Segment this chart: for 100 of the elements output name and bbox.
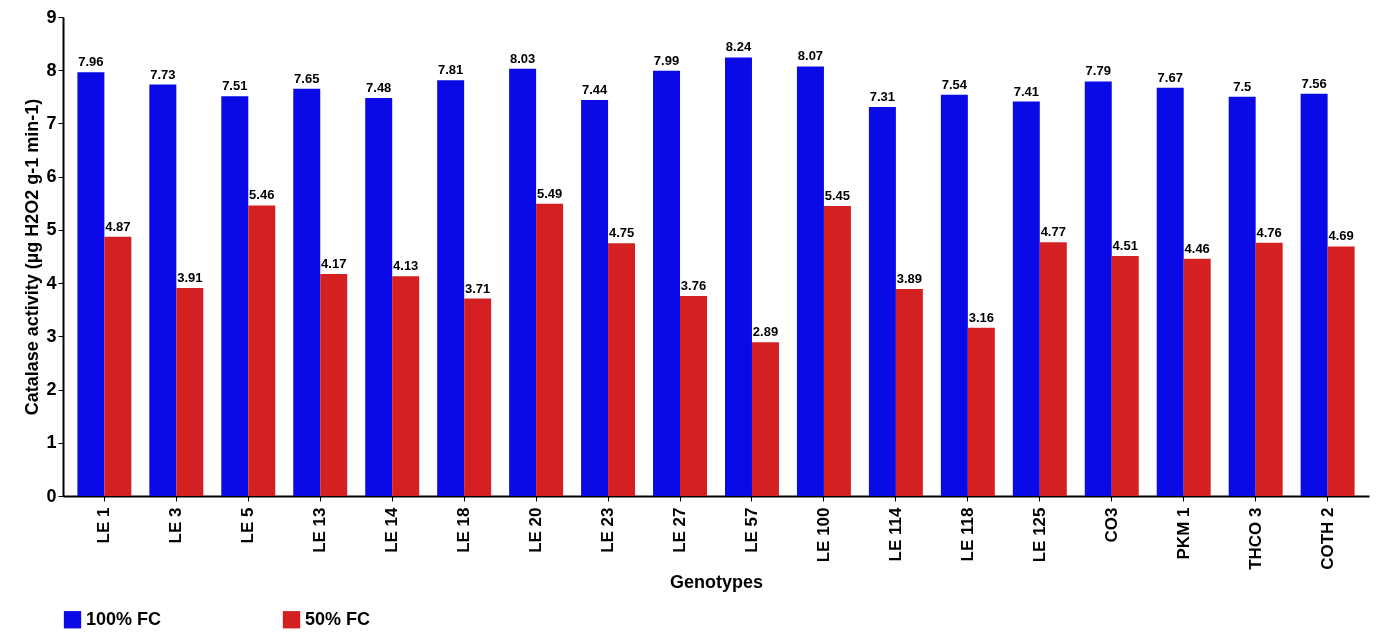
data-label: 8.24 [725,39,752,55]
data-label: 7.99 [653,52,680,68]
bar [751,342,779,496]
bar [509,68,537,496]
bar [320,274,348,496]
bar [1084,81,1112,496]
y-tick-label: 1 [46,432,57,453]
data-label: 3.89 [896,270,923,286]
data-label: 3.91 [177,269,203,285]
bar [724,57,752,496]
x-tick-label: LE 20 [526,507,546,553]
x-tick-label: LE 27 [670,507,690,553]
bar [1156,87,1184,496]
x-tick-label: LE 57 [741,507,761,553]
bar [149,84,177,496]
data-label: 4.51 [1112,237,1138,253]
bar [581,100,609,496]
bar [104,236,132,496]
x-tick-label: LE 14 [382,506,402,553]
bar [1039,242,1067,496]
data-label: 7.48 [366,79,392,95]
data-label: 4.87 [105,218,131,234]
x-tick-label: LE 100 [813,507,833,563]
data-label: 4.76 [1256,224,1282,240]
bar [868,106,896,496]
x-tick-label: LE 1 [94,507,114,544]
x-tick-label: COTH 2 [1317,507,1337,570]
x-tick-label: LE 114 [885,506,905,562]
bar [1111,255,1139,496]
data-label: 7.56 [1301,75,1327,91]
bar [392,276,420,496]
y-tick-label: 5 [46,219,57,240]
data-label: 3.71 [464,280,491,296]
data-label: 4.46 [1184,240,1210,256]
data-label: 2.89 [752,324,779,340]
y-tick-label: 8 [46,59,57,80]
data-label: 4.75 [608,225,635,241]
data-label: 8.07 [797,48,824,64]
data-label: 3.76 [680,277,707,293]
data-label: 3.16 [968,309,994,325]
bar [1300,93,1328,496]
bar [823,205,851,496]
y-tick-label: 3 [46,325,57,346]
bar [437,80,465,496]
data-label: 7.5 [1233,78,1252,94]
y-tick-label: 6 [46,166,57,187]
bar [1228,96,1256,496]
data-label: 4.17 [321,256,347,272]
bar [653,70,681,496]
x-tick-label: LE 3 [166,507,186,544]
bar [967,327,995,496]
x-tick-label: LE 5 [238,507,258,544]
bar [796,66,824,496]
bar [1183,258,1211,496]
data-label: 7.51 [222,78,248,94]
bar [176,287,204,496]
data-label: 4.13 [393,258,419,274]
data-label: 5.45 [824,187,851,203]
y-tick-label: 4 [46,272,57,293]
y-tick-label: 7 [46,112,57,133]
x-tick-label: LE 118 [957,507,977,562]
data-label: 5.46 [249,187,275,203]
bar [248,205,276,496]
bar [1255,242,1283,496]
x-axis-title: Genotypes [669,571,764,592]
bar [608,243,636,496]
data-label: 8.03 [509,50,536,66]
data-label: 7.41 [1013,83,1039,99]
data-label: 4.77 [1040,224,1066,240]
bar [365,97,393,496]
data-label: 7.44 [581,82,608,98]
data-label: 7.73 [150,66,176,82]
data-label: 7.96 [78,54,104,70]
y-tick-label: 2 [46,379,57,400]
legend-label: 100% FC [86,608,162,629]
data-label: 7.79 [1085,63,1111,79]
bar [1327,246,1355,496]
bar [293,88,321,496]
y-tick-label: 9 [46,6,57,27]
y-axis-title: Catalase activity (µg H2O2 g-1 min-1) [22,98,43,416]
x-tick-label: THCO 3 [1245,507,1265,570]
bar [536,203,564,496]
x-tick-label: CO3 [1101,507,1121,543]
legend-label: 50% FC [305,608,371,629]
x-tick-label: PKM 1 [1173,507,1193,560]
x-tick-label: LE 125 [1029,507,1049,563]
data-label: 4.69 [1328,228,1354,244]
data-label: 5.49 [536,185,563,201]
bar [895,288,923,496]
bar [1012,101,1040,496]
data-label: 7.81 [438,62,464,78]
bar [940,94,968,496]
data-label: 7.31 [869,88,896,104]
bar [680,295,708,496]
bar [464,298,492,496]
x-tick-label: LE 18 [454,507,474,553]
y-tick-label: 0 [46,485,57,506]
bar [77,72,105,496]
bar [221,96,249,496]
x-tick-label: LE 23 [598,507,618,553]
